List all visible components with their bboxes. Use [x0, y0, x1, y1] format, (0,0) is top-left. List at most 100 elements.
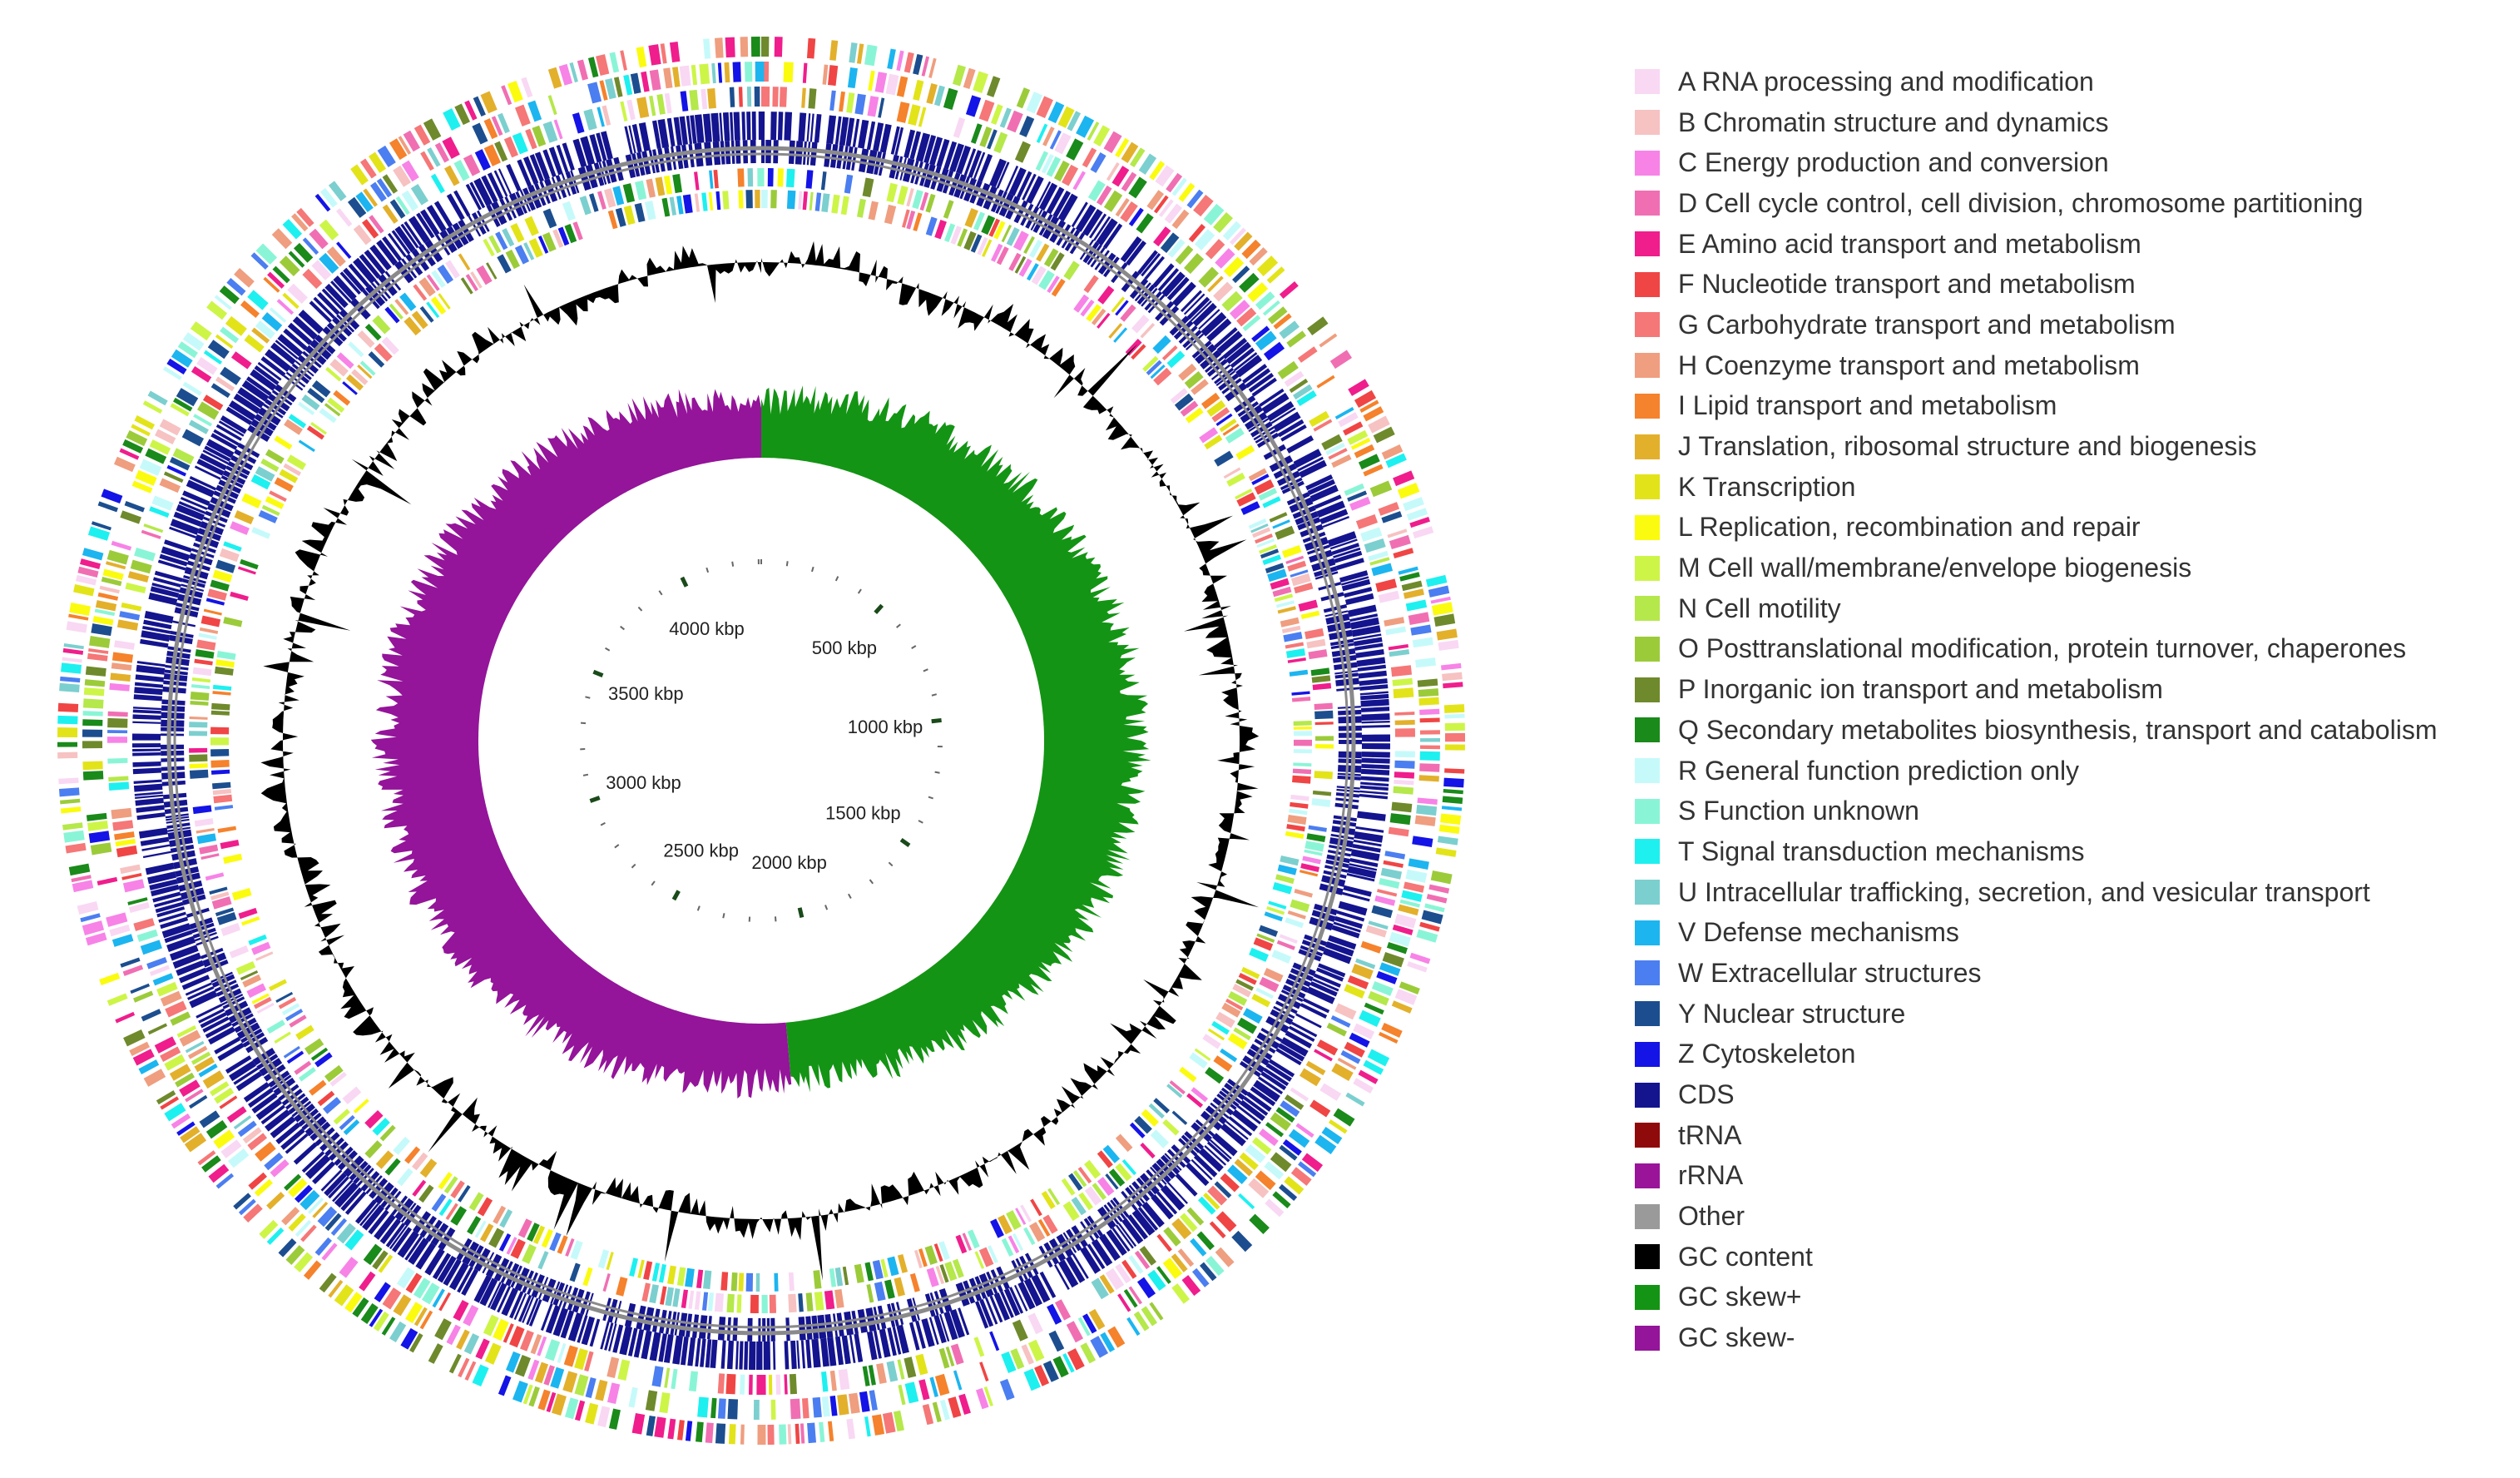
- cds-feature: [879, 1328, 891, 1358]
- cds-feature: [362, 1204, 384, 1231]
- cog-feature: [242, 974, 262, 988]
- cog-feature: [1100, 1332, 1116, 1352]
- legend-swatch: [1635, 920, 1660, 945]
- cds-feature: [1300, 945, 1324, 957]
- cds-feature: [624, 1302, 636, 1327]
- cog-feature: [311, 260, 332, 280]
- cog-feature: [872, 1260, 884, 1280]
- cog-feature: [108, 776, 129, 782]
- cog-feature: [288, 1213, 306, 1232]
- cog-feature: [438, 293, 451, 310]
- cds-feature: [1293, 449, 1322, 469]
- cds-feature: [809, 113, 814, 142]
- cds-feature: [403, 1204, 422, 1227]
- cds-feature: [181, 583, 205, 593]
- legend-label: W Extracellular structures: [1678, 957, 1982, 988]
- cog-feature: [434, 1318, 452, 1341]
- cds-feature: [270, 342, 296, 365]
- cog-feature: [465, 274, 478, 291]
- cog-feature: [1259, 976, 1280, 993]
- cds-feature: [254, 365, 280, 385]
- cds-feature: [298, 1108, 319, 1127]
- cog-feature: [1328, 448, 1348, 460]
- cog-feature: [1050, 252, 1065, 271]
- cds-feature: [140, 638, 169, 648]
- cog-feature: [585, 1376, 597, 1399]
- cds-feature: [173, 511, 202, 527]
- cog-feature: [609, 52, 620, 73]
- cds-feature: [332, 316, 353, 337]
- cds-feature: [486, 204, 501, 227]
- cog-feature: [203, 608, 222, 616]
- cds-feature: [551, 176, 562, 200]
- cog-feature: [1443, 789, 1463, 795]
- cog-feature: [1226, 472, 1245, 487]
- cds-feature: [1338, 740, 1362, 745]
- cds-feature: [301, 1112, 322, 1131]
- cog-feature: [938, 1241, 950, 1261]
- cds-feature: [424, 239, 443, 263]
- cds-tracks: [132, 111, 1390, 1370]
- cog-feature: [1229, 227, 1246, 246]
- legend-item-d: D Cell cycle control, cell division, chr…: [1635, 183, 2508, 224]
- cog-feature: [802, 191, 808, 211]
- cds-feature: [761, 140, 765, 164]
- cog-feature: [205, 598, 225, 606]
- cds-feature: [432, 1252, 452, 1280]
- cds-feature: [1323, 870, 1347, 879]
- cog-feature: [993, 221, 1006, 240]
- cog-feature: [904, 1356, 917, 1378]
- cog-feature: [1155, 165, 1175, 187]
- cds-feature: [1222, 337, 1248, 360]
- cds-feature: [268, 1070, 290, 1088]
- cog-feature: [303, 1260, 322, 1280]
- cds-feature: [834, 116, 842, 145]
- cog-feature: [328, 181, 347, 201]
- cds-feature: [394, 260, 414, 284]
- scale-tick: [931, 717, 942, 724]
- cog-feature: [1438, 824, 1460, 835]
- cog-feature: [886, 1361, 899, 1382]
- cog-feature: [1347, 429, 1369, 445]
- legend-label: S Function unknown: [1678, 796, 1919, 826]
- cds-feature: [526, 1297, 539, 1326]
- cds-feature: [658, 1333, 667, 1362]
- cog-feature: [194, 658, 213, 666]
- cog-feature: [608, 1408, 621, 1430]
- cog-feature: [1097, 1177, 1115, 1197]
- cog-feature: [269, 307, 287, 323]
- cog-feature: [124, 500, 145, 513]
- cds-feature: [400, 223, 419, 249]
- cds-feature: [730, 140, 735, 164]
- cog-feature: [139, 459, 162, 476]
- gc-skew-positive: [761, 385, 1151, 1093]
- cds-feature: [161, 705, 186, 712]
- cog-feature: [506, 1237, 517, 1255]
- cds-feature: [170, 630, 194, 638]
- cog-feature: [967, 1229, 980, 1249]
- cog-feature: [260, 459, 280, 473]
- cog-feature: [1225, 427, 1245, 444]
- cog-feature: [1105, 1173, 1119, 1190]
- cog-feature: [86, 812, 107, 821]
- cog-feature: [689, 89, 699, 111]
- cds-feature: [340, 1187, 363, 1212]
- cog-feature: [419, 1158, 438, 1178]
- cog-feature: [111, 662, 132, 671]
- cog-feature: [530, 1333, 542, 1355]
- cog-feature: [1150, 364, 1166, 379]
- cog-feature: [999, 107, 1012, 128]
- cog-feature: [1438, 639, 1459, 651]
- cog-feature: [660, 1286, 667, 1305]
- cds-feature: [958, 1307, 970, 1336]
- legend-swatch: [1635, 191, 1660, 216]
- cds-feature: [560, 1310, 575, 1339]
- tick-label-3500: 3500 kbp: [608, 683, 684, 704]
- cds-feature: [1349, 863, 1378, 871]
- cog-feature: [1293, 749, 1312, 754]
- cog-feature: [1360, 940, 1382, 954]
- cds-feature: [976, 182, 991, 207]
- cds-feature: [1361, 751, 1390, 758]
- cds-feature: [1331, 925, 1360, 939]
- cog-feature: [944, 223, 956, 243]
